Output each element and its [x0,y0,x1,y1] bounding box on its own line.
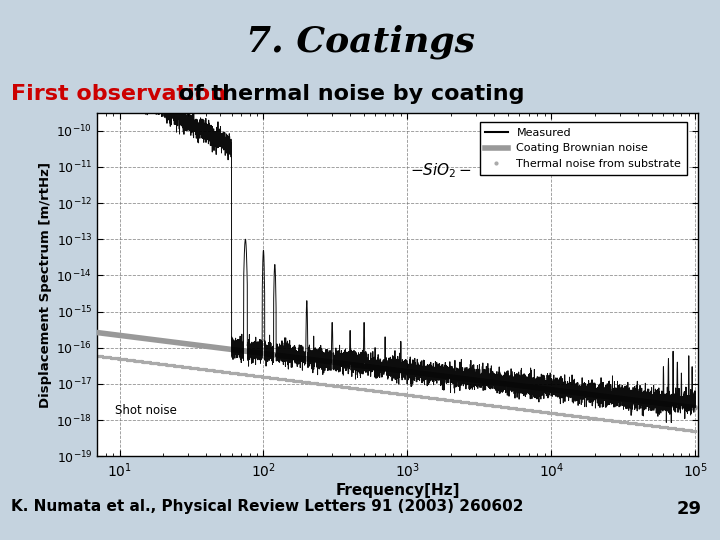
Text: $- SiO_2 -$: $- SiO_2 -$ [410,161,472,180]
Text: of thermal noise by coating: of thermal noise by coating [171,84,524,104]
X-axis label: Frequency[Hz]: Frequency[Hz] [336,483,460,497]
Text: 7. Coatings: 7. Coatings [246,24,474,59]
Text: K. Numata et al., Physical Review Letters 91 (2003) 260602: K. Numata et al., Physical Review Letter… [11,500,523,515]
Text: First observation: First observation [11,84,226,104]
Text: Shot noise: Shot noise [115,404,177,417]
Y-axis label: Displacement Spectrum [m/rtHz]: Displacement Spectrum [m/rtHz] [40,162,53,408]
Text: 29: 29 [677,501,702,518]
Legend: Measured, Coating Brownian noise, Thermal noise from substrate: Measured, Coating Brownian noise, Therma… [480,123,687,174]
